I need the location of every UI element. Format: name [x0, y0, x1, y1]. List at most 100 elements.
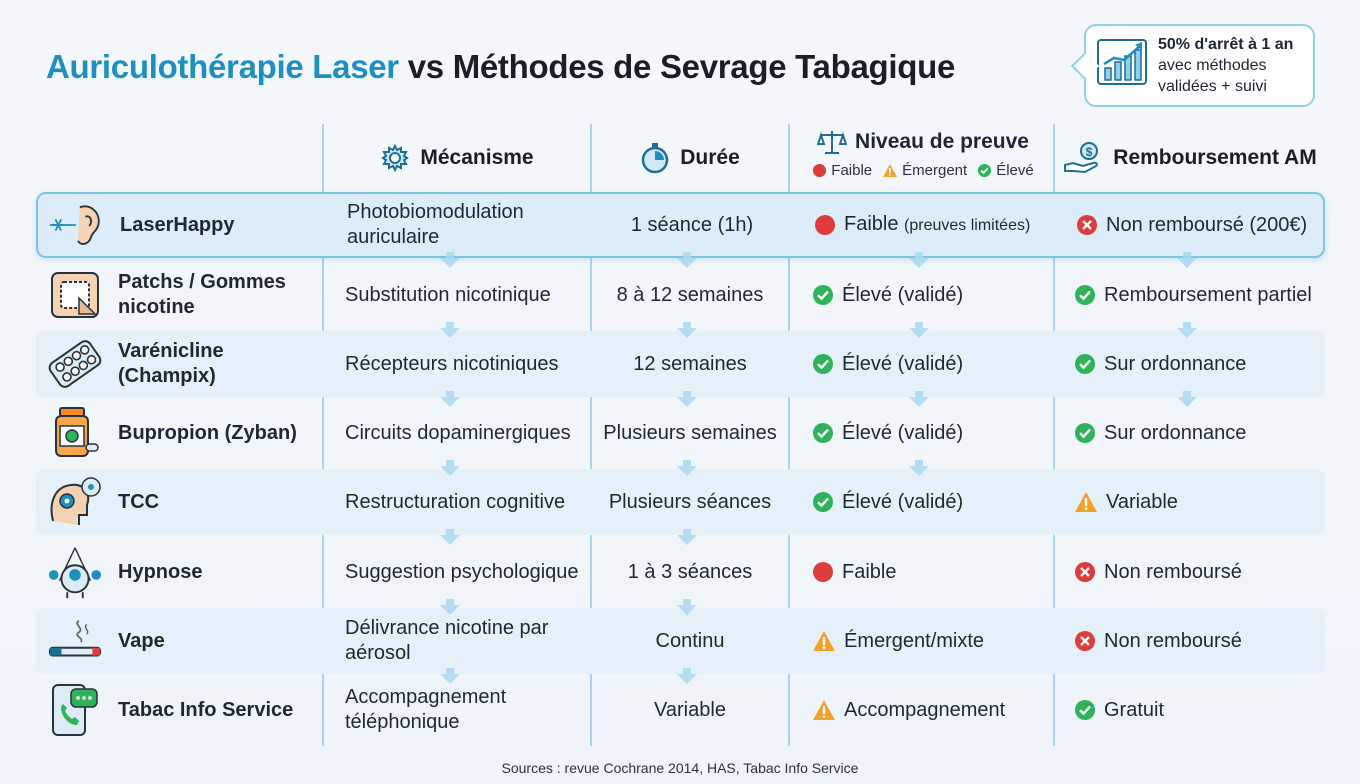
reimbursement-cell: Variable [1074, 469, 1324, 535]
callout-line-2: avec méthodes [1158, 57, 1267, 74]
red-dot-icon [815, 215, 835, 235]
down-arrow-icon [439, 391, 461, 407]
red-dot-icon [813, 562, 833, 582]
warning-icon [1075, 492, 1097, 512]
header-mechanism-label: Mécanisme [420, 146, 534, 169]
method-name: Bupropion (Zyban) [118, 421, 297, 444]
table-row: TCC Restructuration cognitive Plusieurs … [36, 469, 1325, 535]
phone-chat-icon [46, 677, 104, 743]
header-reimbursement-label: Remboursement AM [1113, 146, 1317, 169]
evidence-value: Élevé (validé) [842, 283, 964, 306]
mechanism-cell: Récepteurs nicotiniques [345, 352, 559, 375]
column-divider [590, 124, 592, 746]
evidence-cell: Faible (preuves limitées) [814, 194, 1064, 256]
down-arrow-icon [676, 460, 698, 476]
check-circle-icon [813, 354, 833, 374]
down-arrow-icon [676, 322, 698, 338]
reimbursement-value: Non remboursé (200€) [1106, 213, 1308, 236]
reimbursement-value: Sur ordonnance [1104, 352, 1247, 375]
duration-cell: Variable [654, 698, 726, 721]
svg-text:$: $ [1086, 145, 1093, 159]
down-arrow-icon [439, 322, 461, 338]
mechanism-cell: Suggestion psychologique [345, 560, 579, 583]
duration-cell: 1 séance (1h) [630, 213, 754, 236]
evidence-note: (preuves limitées) [904, 217, 1031, 234]
down-arrow-icon [676, 668, 698, 684]
check-circle-icon [1075, 354, 1095, 374]
sources-footnote: Sources : revue Cochrane 2014, HAS, Taba… [501, 760, 859, 776]
column-divider [322, 124, 324, 746]
evidence-cell: Émergent/mixte [812, 608, 1062, 674]
warning-icon [813, 631, 835, 651]
x-circle-icon [1075, 562, 1095, 582]
duration-cell: 12 semaines [633, 352, 747, 375]
x-circle-icon [1075, 631, 1095, 651]
method-name: LaserHappy [120, 213, 235, 236]
method-name: TCC [118, 490, 160, 513]
method-name: Patchs / Gommes nicotine [118, 271, 286, 318]
evidence-value: Émergent/mixte [844, 629, 985, 652]
hand-money-icon: $ [1064, 142, 1099, 174]
x-circle-icon [1077, 215, 1097, 235]
evidence-cell: Faible [812, 539, 1062, 605]
page-title: Auriculothérapie Laser vs Méthodes de Se… [46, 48, 955, 86]
header-duration-label: Durée [680, 146, 740, 169]
reimbursement-value: Gratuit [1104, 698, 1165, 721]
pill-bottle-icon [46, 400, 104, 466]
down-arrow-icon [1176, 252, 1198, 268]
method-name: Varénicline (Champix) [118, 340, 224, 387]
title-rest: vs Méthodes de Sevrage Tabagique [407, 48, 956, 85]
evidence-cell: Élevé (validé) [812, 331, 1062, 397]
down-arrow-icon [1176, 322, 1198, 338]
evidence-cell: Élevé (validé) [812, 400, 1062, 466]
mechanism-cell: Accompagnement téléphonique [345, 686, 507, 733]
reimbursement-cell: Remboursement partiel [1074, 262, 1324, 328]
evidence-value: Élevé (validé) [842, 421, 964, 444]
down-arrow-icon [676, 391, 698, 407]
evidence-value: Faible [842, 560, 897, 583]
reimbursement-cell: Non remboursé (200€) [1076, 194, 1326, 256]
evidence-value: Élevé (validé) [842, 352, 964, 375]
duration-cell: 8 à 12 semaines [616, 283, 764, 306]
check-circle-icon [1075, 423, 1095, 443]
scales-icon [817, 131, 848, 154]
header-mechanism: Mécanisme [324, 130, 590, 186]
down-arrow-icon [439, 599, 461, 615]
table-row: Patchs / Gommes nicotine Substitution ni… [36, 262, 1325, 328]
duration-cell: 1 à 3 séances [627, 560, 753, 583]
evidence-value: Accompagnement [844, 698, 1006, 721]
evidence-legend: Faible Émergent Élevé [792, 162, 1054, 179]
table-row: LaserHappy Photobiomodulation auriculair… [36, 192, 1325, 258]
method-name: Tabac Info Service [118, 698, 294, 721]
duration-cell: Plusieurs semaines [603, 421, 777, 444]
check-circle-icon [813, 285, 833, 305]
reimbursement-cell: Non remboursé [1074, 608, 1324, 674]
method-name: Hypnose [118, 560, 203, 583]
mechanism-cell: Substitution nicotinique [345, 283, 551, 306]
reimbursement-value: Variable [1106, 490, 1178, 513]
check-circle-icon [1075, 700, 1095, 720]
legend-item-high: Élevé [977, 162, 1034, 179]
hypnosis-head-icon [46, 539, 104, 605]
evidence-value: Élevé (validé) [842, 490, 964, 513]
header-evidence-label: Niveau de preuve [855, 130, 1029, 153]
table-row: Tabac Info Service Accompagnement téléph… [36, 677, 1325, 743]
warning-icon [813, 700, 835, 720]
evidence-value: Faible [844, 213, 899, 235]
method-name: Vape [118, 629, 165, 652]
growth-chart-icon [1096, 38, 1148, 93]
callout-headline: 50% d'arrêt à 1 an [1158, 36, 1294, 53]
table-row: Bupropion (Zyban) Circuits dopaminergiqu… [36, 400, 1325, 466]
reimbursement-cell: Gratuit [1074, 677, 1324, 743]
vape-icon [46, 608, 104, 674]
callout-line-3: validées + suivi [1158, 78, 1267, 95]
mechanism-cell: Délivrance nicotine par aérosol [345, 617, 549, 664]
patch-icon [46, 262, 104, 328]
evidence-cell: Accompagnement [812, 677, 1062, 743]
down-arrow-icon [1176, 391, 1198, 407]
evidence-cell: Élevé (validé) [812, 469, 1062, 535]
header-reimbursement: $ Remboursement AM [1055, 130, 1325, 186]
duration-cell: Plusieurs séances [608, 490, 772, 513]
check-circle-icon [1075, 285, 1095, 305]
mechanism-cell: Restructuration cognitive [345, 490, 566, 513]
